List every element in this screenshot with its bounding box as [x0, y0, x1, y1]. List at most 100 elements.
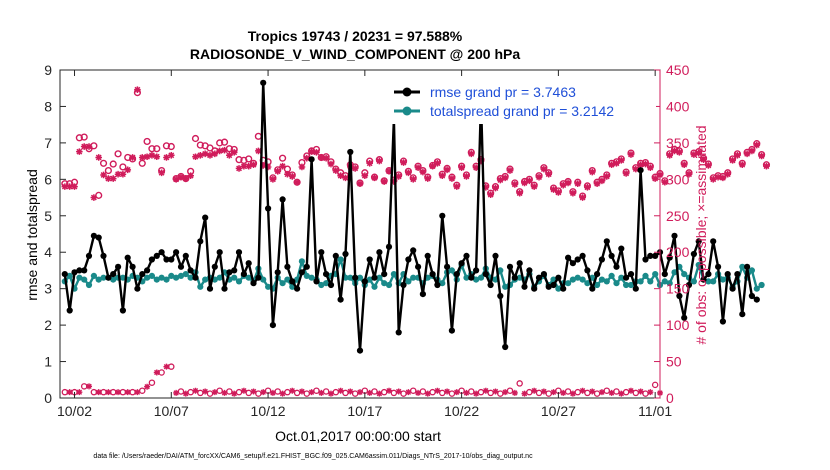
obs-possible-marker — [99, 159, 108, 167]
obs-assimilated-low-marker — [453, 389, 460, 396]
obs-assimilated-low-marker — [153, 369, 160, 376]
legend-rmse-label: rmse grand pr = 3.7463 — [430, 84, 576, 100]
rmse-point — [187, 267, 194, 274]
rmse-point — [453, 271, 460, 278]
rmse-point — [206, 285, 214, 292]
rmse-point — [671, 232, 678, 239]
obs-assimilated-low-marker — [579, 387, 586, 394]
obs-assimilated-low-marker — [260, 389, 267, 396]
rmse-point — [661, 271, 668, 278]
x-axis-label: Oct.01,2017 00:00:00 start — [275, 428, 441, 444]
obs-assimilated-low-marker — [637, 388, 644, 395]
obs-assimilated-marker — [424, 175, 432, 182]
obs-possible-marker — [245, 155, 253, 163]
totalspread-point — [95, 276, 102, 283]
obs-assimilated-marker — [564, 179, 572, 187]
obs-assimilated-marker — [390, 178, 398, 185]
totalspread-point — [439, 280, 446, 287]
obs-possible-low-marker — [516, 380, 523, 387]
totalspread-point — [202, 276, 209, 283]
obs-assimilated-low-marker — [560, 389, 567, 396]
y-left-tick-label: 9 — [44, 62, 52, 78]
obs-possible-marker — [167, 142, 175, 151]
obs-assimilated-low-marker — [347, 388, 354, 395]
rmse-point — [744, 263, 751, 270]
obs-possible-low-marker — [371, 388, 378, 395]
rmse-point — [356, 347, 364, 354]
totalspread-point — [182, 271, 189, 278]
rmse-point — [352, 274, 359, 281]
rmse-point — [124, 254, 131, 261]
totalspread-point — [565, 280, 572, 287]
obs-possible-low-marker — [216, 387, 223, 394]
obs-assimilated-marker — [734, 151, 741, 159]
rmse-point — [385, 243, 393, 250]
chart-subtitle: RADIOSONDE_V_WIND_COMPONENT @ 200 hPa — [190, 46, 520, 62]
obs-assimilated-marker — [758, 152, 765, 160]
rmse-point — [550, 281, 557, 289]
rmse-point — [294, 285, 301, 292]
obs-assimilated-low-marker — [618, 390, 625, 397]
rmse-point — [342, 250, 349, 258]
obs-assimilated-low-marker — [550, 389, 557, 396]
obs-assimilated-marker — [293, 178, 301, 186]
obs-assimilated-marker — [617, 157, 625, 164]
totalspread-point — [477, 274, 485, 281]
rmse-point — [506, 263, 514, 270]
obs-possible-marker — [191, 134, 200, 143]
rmse-point — [139, 271, 146, 278]
rmse-point — [168, 256, 175, 263]
obs-markers — [61, 86, 771, 397]
totalspread-point — [579, 276, 586, 283]
totalspread-point — [356, 274, 364, 281]
obs-assimilated-marker — [651, 175, 659, 182]
obs-assimilated-low-marker — [482, 387, 489, 394]
obs-assimilated-marker — [598, 177, 606, 185]
axes: 0 1 2 3 4 5 6 7 8 9 0 50 100 150 200 250 300 350 400 450 10/… — [44, 62, 689, 419]
rmse-point — [260, 79, 267, 86]
rmse-point — [313, 278, 320, 285]
y-left-tick-label: 2 — [44, 317, 52, 333]
obs-assimilated-marker — [264, 163, 272, 171]
obs-assimilated-marker — [279, 162, 286, 170]
obs-assimilated-low-marker — [95, 389, 102, 396]
rmse-point — [361, 278, 368, 285]
obs-possible-low-marker — [139, 387, 146, 394]
obs-assimilated-low-marker — [376, 390, 383, 397]
obs-assimilated-low-marker — [279, 390, 286, 397]
obs-assimilated-low-marker — [444, 388, 451, 395]
obs-assimilated-marker — [637, 161, 644, 169]
rmse-point — [642, 256, 649, 263]
obs-assimilated-marker — [298, 163, 306, 171]
obs-possible-low-marker — [177, 388, 185, 395]
obs-assimilated-low-marker — [211, 389, 218, 396]
rmse-point — [589, 285, 596, 292]
obs-assimilated-marker — [371, 174, 378, 182]
obs-assimilated-low-marker — [76, 389, 83, 396]
obs-possible-marker — [143, 137, 151, 146]
obs-assimilated-marker — [763, 162, 770, 170]
obs-assimilated-low-marker — [511, 389, 518, 396]
obs-assimilated-marker — [530, 183, 538, 190]
totalspread-point — [381, 280, 388, 287]
totalspread-point — [144, 274, 151, 281]
obs-assimilated-low-marker — [66, 389, 73, 396]
obs-assimilated-marker — [400, 159, 407, 166]
obs-assimilated-marker — [627, 151, 635, 158]
obs-assimilated-marker — [153, 153, 161, 161]
y-left-tick-label: 7 — [44, 135, 52, 151]
obs-assimilated-low-marker — [357, 389, 363, 396]
rmse-point — [366, 256, 373, 263]
obs-assimilated-low-marker — [647, 389, 654, 396]
obs-assimilated-marker — [671, 147, 678, 155]
obs-assimilated-marker — [167, 151, 175, 159]
rmse-point — [666, 254, 673, 261]
obs-possible-low-marker — [613, 388, 620, 395]
rmse-point — [719, 318, 727, 325]
rmse-point — [76, 267, 83, 274]
totalspread-point — [216, 274, 223, 281]
totalspread-point — [376, 274, 383, 281]
totalspread-point — [574, 274, 581, 281]
rmse-point — [560, 285, 567, 292]
